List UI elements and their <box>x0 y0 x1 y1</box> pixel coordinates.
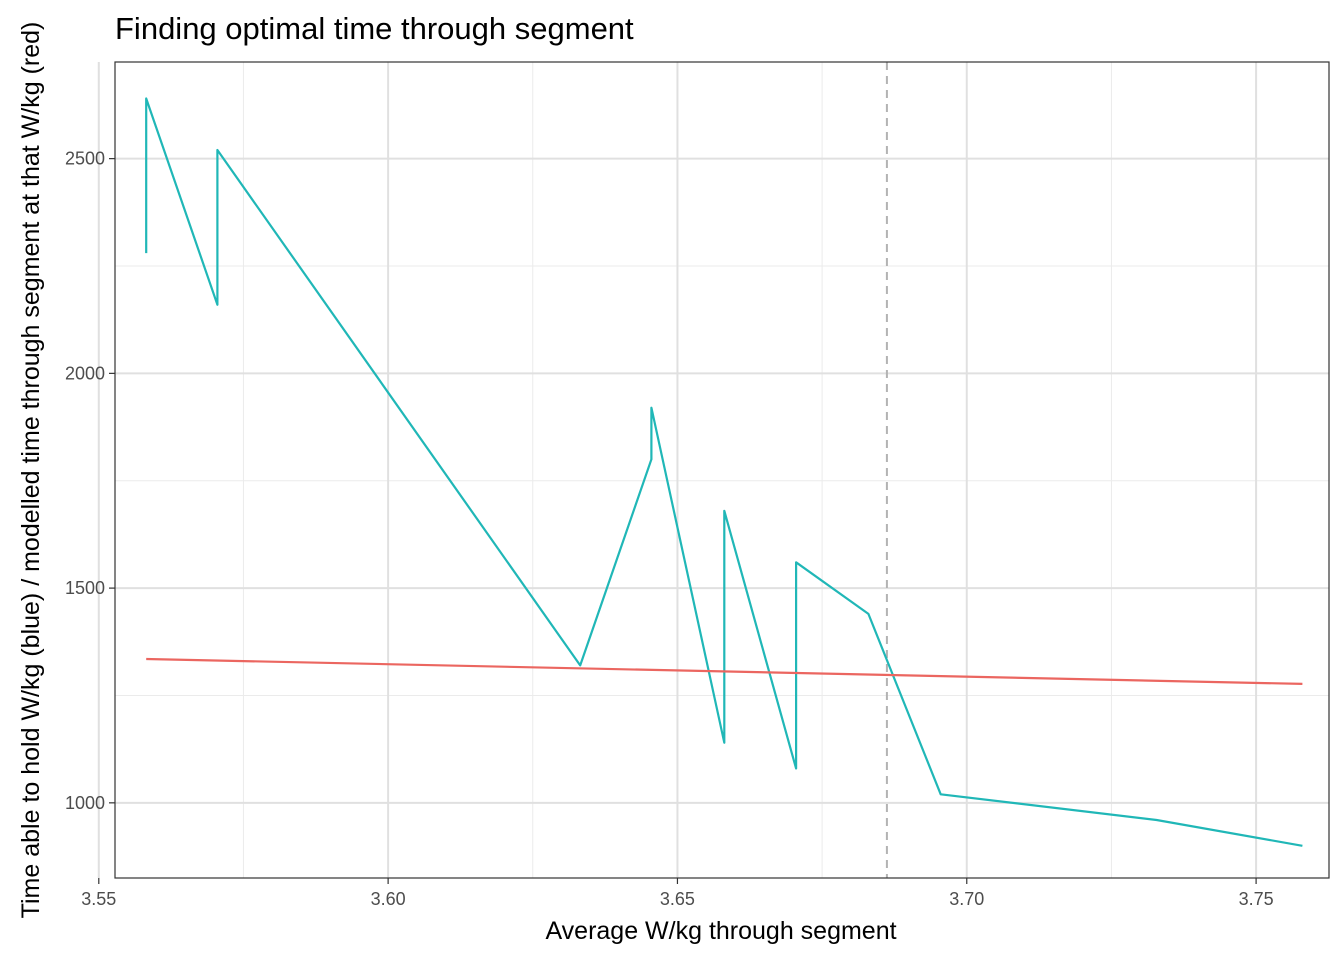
y-tick-label: 2500 <box>65 149 105 169</box>
x-tick-label: 3.70 <box>949 889 984 909</box>
x-tick-label: 3.75 <box>1239 889 1274 909</box>
major-gridlines <box>97 62 1329 878</box>
y-tick-label: 1000 <box>65 793 105 813</box>
y-axis-title: Time able to hold W/kg (blue) / modelled… <box>17 22 45 919</box>
x-tick-label: 3.65 <box>660 889 695 909</box>
minor-gridlines <box>115 62 1329 878</box>
y-tick-label: 1500 <box>65 578 105 598</box>
series-line-1 <box>145 97 1303 847</box>
x-tick-label: 3.60 <box>371 889 406 909</box>
y-axis: 1000 1500 2000 2500 <box>65 149 115 813</box>
chart-title: Finding optimal time through segment <box>115 11 634 46</box>
y-tick-label: 2000 <box>65 363 105 383</box>
x-axis: 3.55 3.60 3.65 3.70 3.75 <box>81 878 1274 909</box>
series-group <box>145 97 1303 847</box>
series-line-2 <box>146 657 1303 685</box>
plot-panel-border <box>114 61 1330 879</box>
x-tick-label: 3.55 <box>81 889 116 909</box>
x-axis-title: Average W/kg through segment <box>545 917 896 945</box>
